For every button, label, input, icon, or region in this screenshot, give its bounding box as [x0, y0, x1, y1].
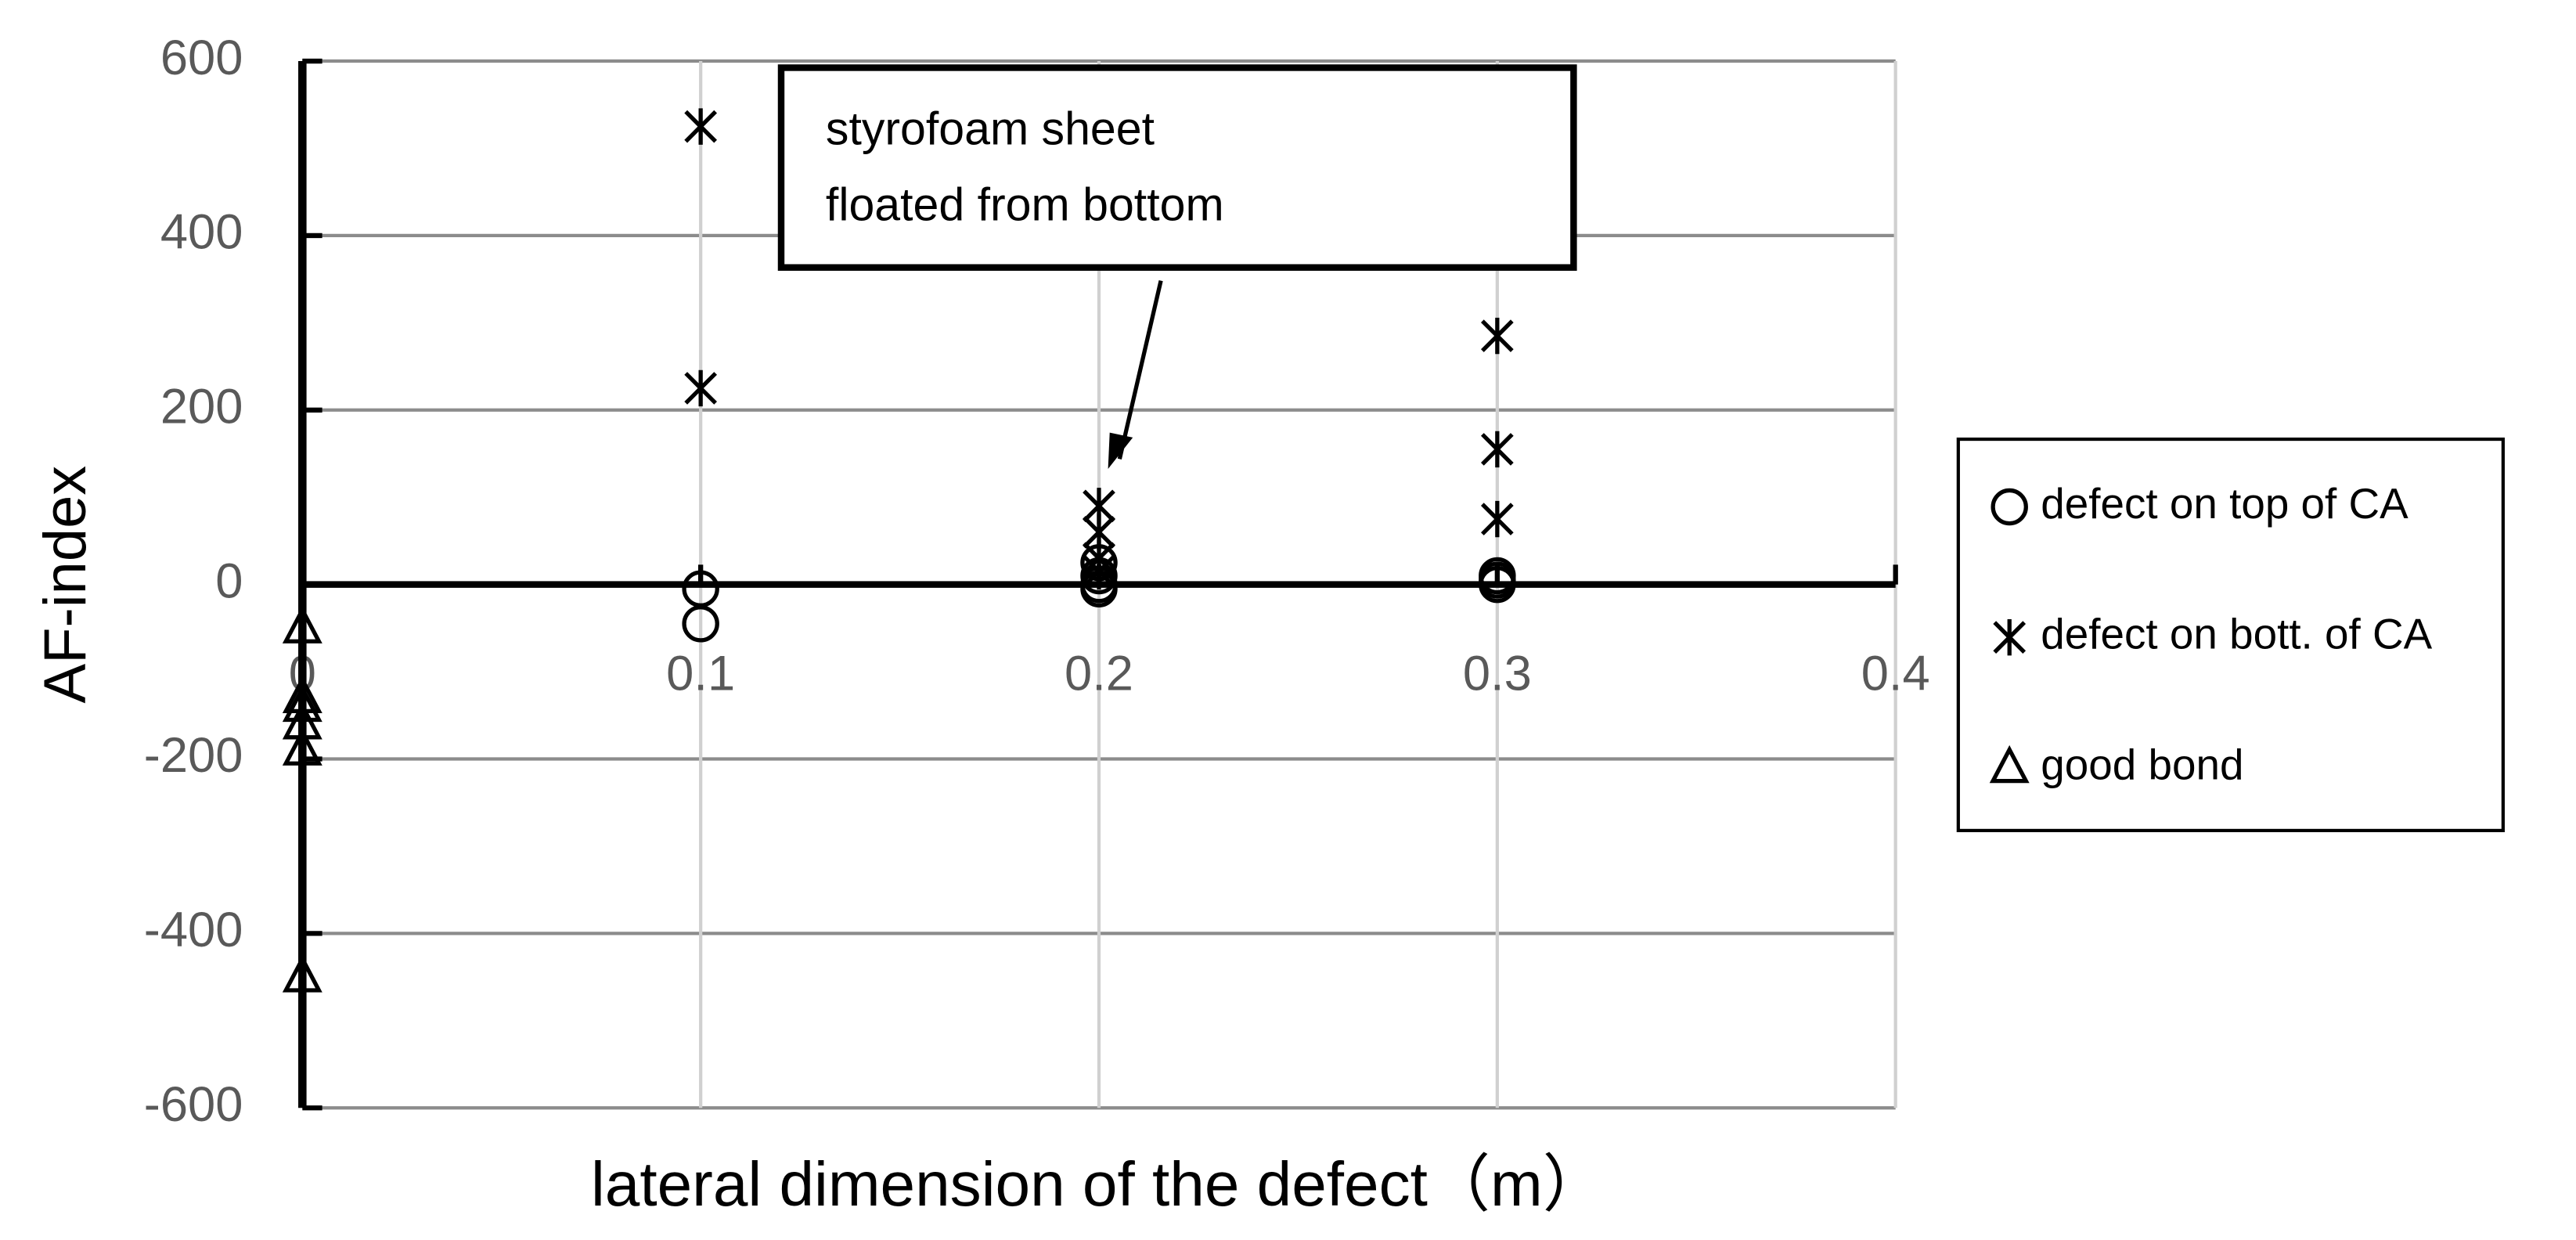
- x-tick-label: 0.4: [1861, 646, 1930, 701]
- y-tick-label: -400: [144, 903, 243, 957]
- point: [1480, 431, 1514, 468]
- x-tick-label: 0.1: [666, 646, 735, 701]
- arrow-head: [1108, 432, 1133, 470]
- legend: defect on top of CA defect on bott. of CA…: [1989, 479, 2433, 788]
- point: [1479, 565, 1516, 604]
- annotation-text: floated from bottom: [826, 178, 1224, 230]
- point: [684, 108, 718, 145]
- point: [282, 701, 322, 740]
- y-tick-label: 600: [160, 31, 243, 85]
- point: [282, 727, 322, 766]
- legend-marker: [1991, 488, 2028, 526]
- annotation-arrow: [1117, 279, 1163, 460]
- legend-marker: [1993, 618, 2027, 656]
- y-axis-title: AF-index: [32, 466, 99, 704]
- point: [684, 369, 718, 407]
- legend-label: defect on top of CA: [2041, 479, 2408, 528]
- point: [282, 683, 322, 723]
- legend-label: defect on bott. of CA: [2041, 610, 2432, 658]
- annotation-box: [777, 64, 1577, 271]
- axes: -600-400-200020040060000.10.20.30.4: [144, 31, 1930, 1132]
- x-axis-title: lateral dimension of the defect（m）: [591, 1148, 1605, 1219]
- annotation-text: styrofoam sheet: [826, 103, 1155, 154]
- legend-marker: [1989, 744, 2030, 784]
- point: [682, 605, 719, 643]
- y-tick-label: 400: [160, 205, 243, 260]
- y-tick-label: -600: [144, 1077, 243, 1132]
- y-tick-label: -200: [144, 728, 243, 783]
- legend-label: good bond: [2041, 740, 2243, 788]
- x-tick-label: 0.3: [1463, 646, 1532, 701]
- y-tick-label: 0: [215, 553, 243, 608]
- point: [1480, 500, 1514, 538]
- point: [1480, 317, 1514, 355]
- y-tick-label: 200: [160, 380, 243, 434]
- marks: [282, 108, 1516, 993]
- point: [1083, 553, 1115, 590]
- point: [282, 675, 322, 714]
- point: [282, 605, 322, 643]
- x-tick-label: 0.2: [1065, 646, 1133, 701]
- legend-box: [1956, 437, 2505, 833]
- point: [282, 954, 322, 993]
